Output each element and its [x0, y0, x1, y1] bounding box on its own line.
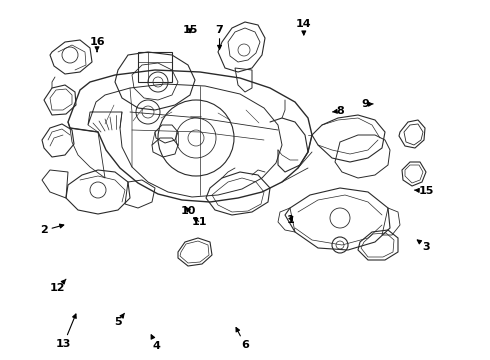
Text: 15: 15 [182, 24, 198, 35]
Text: 6: 6 [236, 328, 249, 350]
Text: 16: 16 [89, 37, 105, 52]
Text: 1: 1 [286, 215, 294, 225]
Text: 8: 8 [333, 106, 344, 116]
Text: 5: 5 [114, 313, 124, 327]
Text: 12: 12 [50, 279, 66, 293]
Text: 15: 15 [415, 186, 434, 196]
Text: 9: 9 [361, 99, 373, 109]
Text: 3: 3 [417, 240, 430, 252]
Text: 13: 13 [56, 314, 76, 349]
Text: 7: 7 [216, 24, 223, 49]
Text: 2: 2 [40, 224, 64, 235]
Text: 11: 11 [192, 217, 208, 227]
Text: 14: 14 [296, 19, 312, 35]
Text: 4: 4 [151, 335, 161, 351]
Text: 10: 10 [181, 206, 196, 216]
